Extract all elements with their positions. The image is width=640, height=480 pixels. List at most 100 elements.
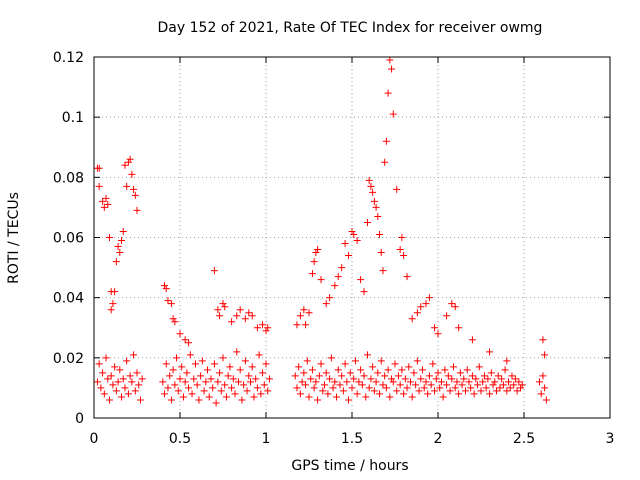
data-point [193,381,201,389]
data-point [253,384,261,392]
data-point [99,369,107,377]
data-point [542,396,550,404]
data-point [212,399,220,407]
data-point [102,194,110,202]
data-point [412,381,420,389]
data-point [448,300,456,308]
data-point [114,243,122,251]
data-point [107,306,115,314]
x-tick-label: 1.5 [341,431,363,447]
data-point [367,375,375,383]
data-point [100,390,108,398]
data-point [305,393,313,401]
x-tick-label: 2 [434,431,443,447]
data-point [384,366,392,374]
data-point [374,212,382,220]
data-point [296,312,304,320]
data-point [341,240,349,248]
x-axis-label: GPS time / hours [291,458,408,474]
data-point [264,324,272,332]
data-point [381,372,389,380]
x-tick-label: 2.5 [513,431,535,447]
data-point [357,276,365,284]
data-point [291,372,299,380]
data-point [111,288,119,296]
data-point [138,375,146,383]
x-tick-label: 0.5 [169,431,191,447]
data-point [415,387,423,395]
data-point [537,390,545,398]
data-point [489,381,497,389]
data-point [377,249,385,257]
data-point [427,381,435,389]
data-point [331,378,339,386]
data-point [420,384,428,392]
data-point [104,375,112,383]
data-points [93,56,550,407]
data-point [431,324,439,332]
data-point [210,267,218,275]
data-point [343,378,351,386]
data-point [162,360,170,368]
data-point [100,203,108,211]
data-point [331,282,339,290]
data-point [350,375,358,383]
data-point [381,158,389,166]
data-point [482,384,490,392]
data-point [176,375,184,383]
x-tick-label: 1 [262,431,271,447]
data-point [248,312,256,320]
data-point [453,378,461,386]
data-point [171,381,179,389]
data-point [293,321,301,329]
data-point [181,378,189,386]
data-point [162,285,170,293]
data-point [243,387,251,395]
data-point [183,369,191,377]
data-point [245,309,253,317]
data-point [339,387,347,395]
data-point [118,393,126,401]
data-point [389,378,397,386]
data-point [503,387,511,395]
y-tick-label: 0.04 [53,291,84,307]
data-point [439,393,447,401]
data-point [167,300,175,308]
data-point [374,369,382,377]
data-point [384,89,392,97]
data-point [228,318,236,326]
data-point [405,363,413,371]
x-tick-label: 0 [90,431,99,447]
data-point [255,351,263,359]
data-point [494,372,502,380]
data-point [389,110,397,118]
data-point [322,300,330,308]
data-point [202,378,210,386]
data-point [233,312,241,320]
data-point [410,369,418,377]
data-point [477,387,485,395]
data-point [443,381,451,389]
data-point [159,378,167,386]
data-point [119,227,127,235]
data-point [338,264,346,272]
data-point [262,360,270,368]
data-point [333,393,341,401]
data-point [345,252,353,260]
data-point [130,351,138,359]
data-point [419,366,427,374]
data-point [112,258,120,266]
data-point [455,324,463,332]
data-point [396,246,404,254]
data-point [329,384,337,392]
data-point [300,306,308,314]
data-point [221,381,229,389]
data-point [161,390,169,398]
x-tick-label: 3 [606,431,615,447]
data-point [386,56,394,64]
data-point [487,369,495,377]
data-point [341,360,349,368]
data-point [200,387,208,395]
